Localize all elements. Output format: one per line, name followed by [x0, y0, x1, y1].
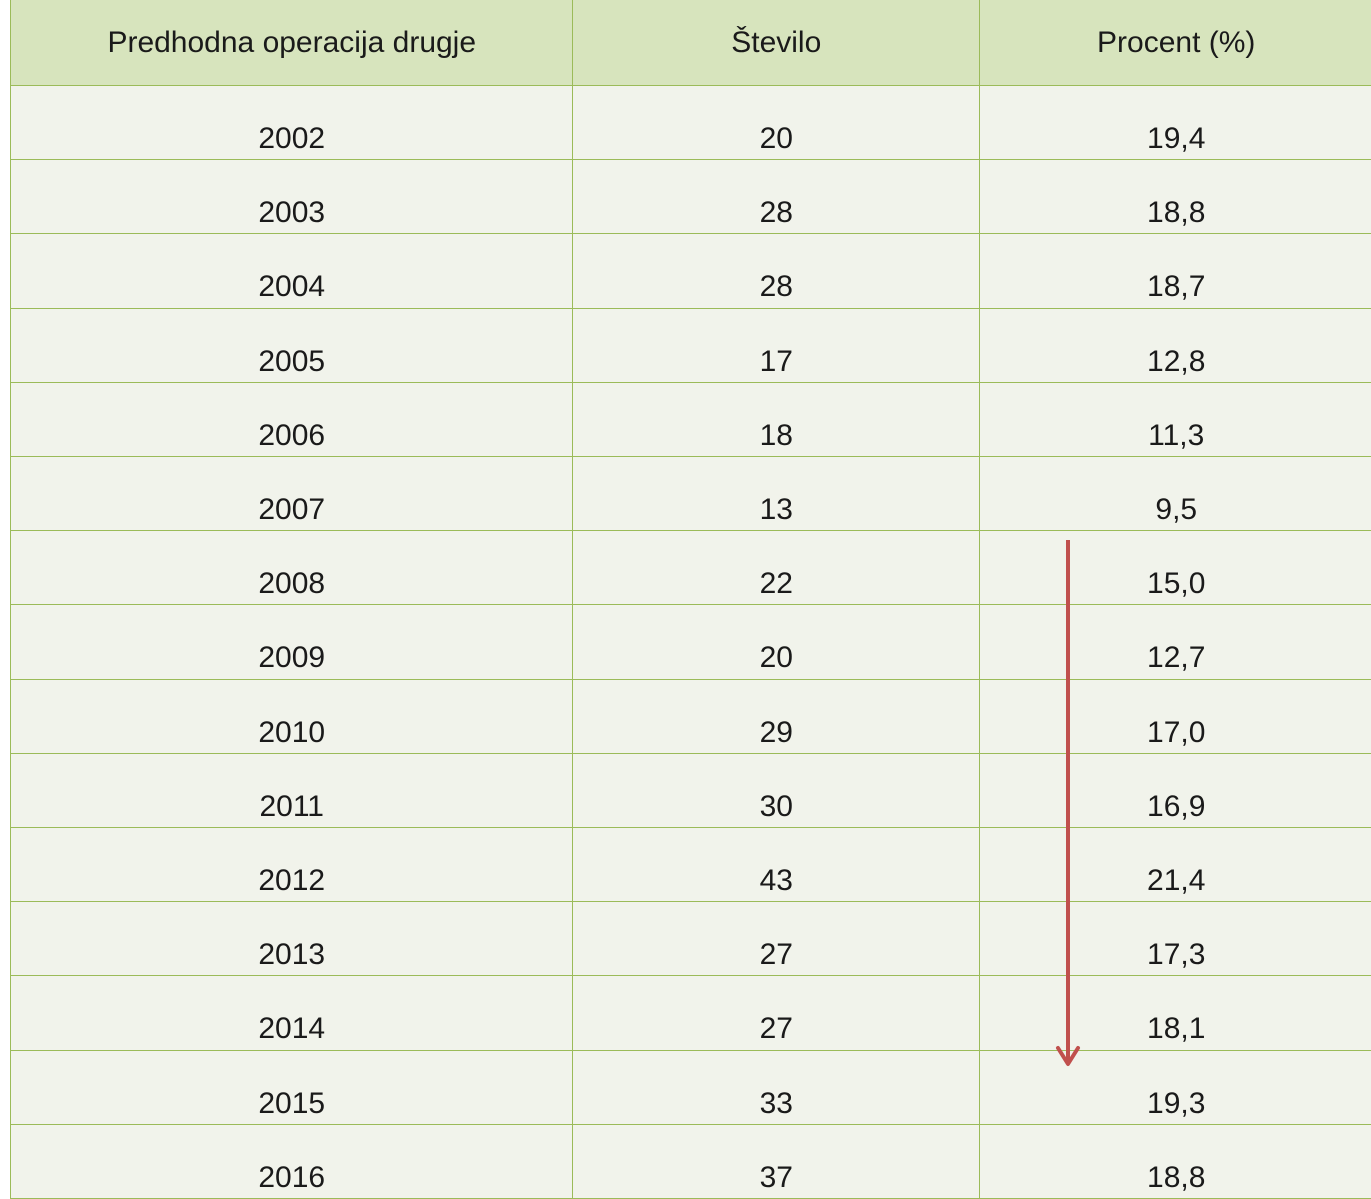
cell-text: 2002: [258, 122, 326, 155]
cell-text: 12,7: [1147, 641, 1206, 675]
cell-text: 18,1: [1147, 1012, 1206, 1046]
table-cell: 2005: [10, 307, 574, 384]
table-cell: 2004: [10, 233, 574, 310]
table-cell: 11,3: [979, 381, 1371, 458]
cell-text: 2003: [258, 196, 326, 230]
cell-text: 19,4: [1147, 122, 1206, 155]
cell-text: 15,0: [1147, 567, 1206, 601]
cell-text: 21,4: [1147, 864, 1206, 897]
table-cell: 30: [572, 752, 981, 829]
table-cell: 43: [572, 827, 981, 903]
table-cell: 2011: [10, 752, 574, 829]
cell-text: 20: [759, 122, 793, 155]
table-cell: 27: [572, 975, 981, 1052]
cell-text: Predhodna operacija drugje: [107, 26, 477, 59]
cell-text: 2007: [258, 493, 326, 526]
cell-text: 19,3: [1147, 1086, 1206, 1120]
cell-text: 2016: [258, 1160, 326, 1194]
table-cell: 20: [572, 85, 981, 161]
table-cell: 18,1: [979, 975, 1371, 1052]
cell-text: 2004: [258, 270, 326, 304]
cell-text: 18,8: [1147, 196, 1206, 230]
cell-text: 29: [759, 715, 793, 749]
cell-text: 12,8: [1147, 344, 1206, 378]
header-cell: Procent (%): [979, 0, 1371, 87]
cell-text: 17,0: [1147, 715, 1206, 749]
cell-text: 28: [759, 196, 793, 230]
cell-text: 43: [759, 864, 793, 897]
table-cell: 20: [572, 604, 981, 681]
table-cell: 12,8: [979, 307, 1371, 384]
cell-text: 2010: [258, 715, 326, 749]
cell-text: 2008: [258, 567, 326, 601]
table-cell: 2009: [10, 604, 574, 681]
table-cell: 18: [572, 381, 981, 458]
cell-text: 20: [759, 641, 793, 675]
table-cell: 27: [572, 901, 981, 977]
table-cell: 17,3: [979, 901, 1371, 977]
cell-text: 9,5: [1155, 493, 1198, 526]
table-cell: 33: [572, 1049, 981, 1126]
cell-text: 37: [759, 1160, 793, 1194]
table-cell: 2006: [10, 381, 574, 458]
cell-text: 30: [759, 789, 793, 823]
cell-text: Procent (%): [1097, 26, 1256, 59]
table-cell: 21,4: [979, 827, 1371, 903]
table-cell: 13: [572, 456, 981, 532]
table-cell: 18,8: [979, 1123, 1371, 1199]
table-cell: 2013: [10, 901, 574, 977]
cell-text: 16,9: [1147, 789, 1206, 823]
table-cell: 16,9: [979, 752, 1371, 829]
cell-text: 17,3: [1147, 938, 1206, 972]
cell-text: 2015: [258, 1086, 326, 1120]
cell-text: 11,3: [1148, 418, 1205, 452]
cell-text: 2006: [258, 418, 326, 452]
cell-text: 2005: [258, 344, 326, 378]
table-cell: 2012: [10, 827, 574, 903]
cell-text: 18: [759, 418, 793, 452]
cell-text: 28: [759, 270, 793, 304]
cell-text: 2012: [258, 864, 326, 897]
cell-text: 17: [759, 344, 793, 378]
cell-text: 18,7: [1147, 270, 1206, 304]
table-cell: 17,0: [979, 678, 1371, 755]
cell-text: 2013: [258, 938, 326, 972]
table-cell: 2007: [10, 456, 574, 532]
cell-text: 27: [759, 1012, 793, 1046]
table-cell: 15,0: [979, 530, 1371, 606]
cell-text: Število: [731, 26, 822, 59]
header-cell: Predhodna operacija drugje: [10, 0, 574, 87]
table-cell: 18,7: [979, 233, 1371, 310]
table-cell: 2003: [10, 159, 574, 235]
table-cell: 37: [572, 1123, 981, 1199]
cell-text: 33: [759, 1086, 793, 1120]
table-cell: 19,3: [979, 1049, 1371, 1126]
table-cell: 17: [572, 307, 981, 384]
cell-text: 2011: [259, 789, 324, 823]
header-cell: Število: [572, 0, 981, 87]
cell-text: 13: [759, 493, 793, 526]
table-cell: 2015: [10, 1049, 574, 1126]
cell-text: 18,8: [1147, 1160, 1206, 1194]
table-cell: 2014: [10, 975, 574, 1052]
table-cell: 18,8: [979, 159, 1371, 235]
table-cell: 28: [572, 233, 981, 310]
arrow-head: [1056, 1046, 1080, 1066]
table-cell: 2016: [10, 1123, 574, 1199]
cell-text: 27: [759, 938, 793, 972]
cell-text: 2009: [258, 641, 326, 675]
cell-text: 22: [759, 567, 793, 601]
cell-text: 2014: [258, 1012, 326, 1046]
